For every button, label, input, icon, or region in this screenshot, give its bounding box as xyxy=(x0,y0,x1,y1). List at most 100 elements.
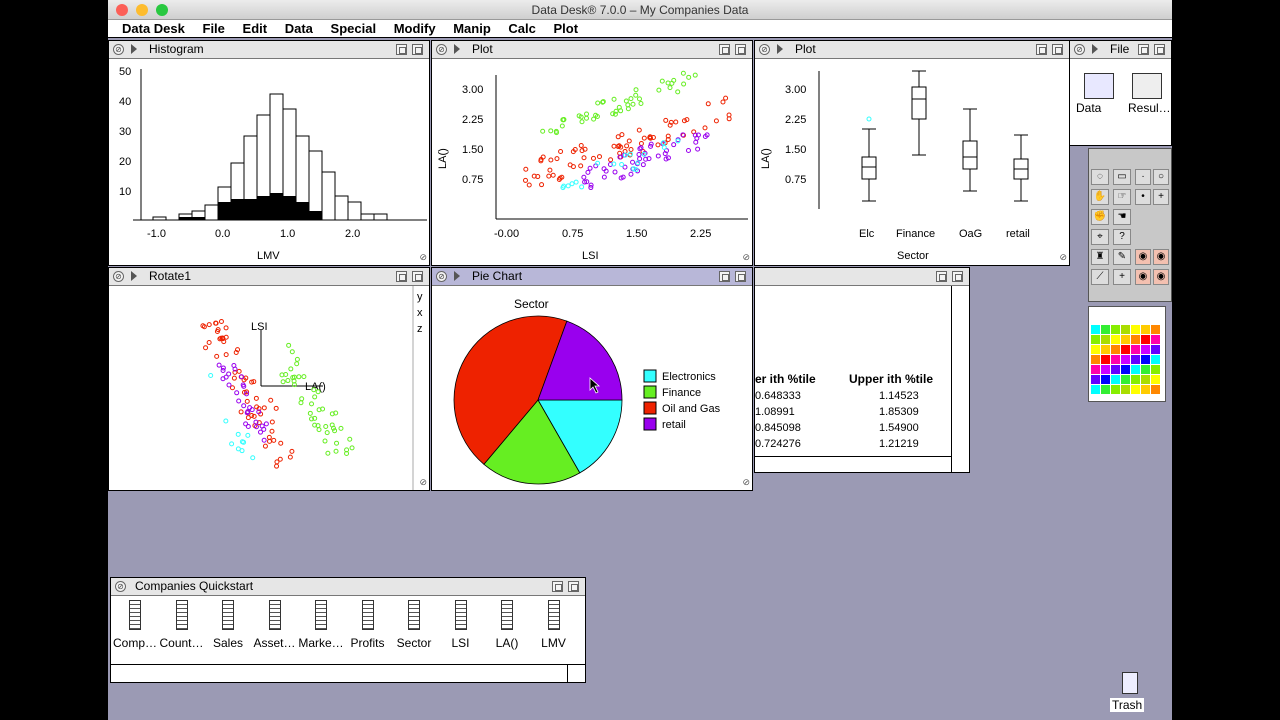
close-box-icon[interactable]: ⊘ xyxy=(436,44,447,55)
color-swatch[interactable] xyxy=(1091,345,1100,354)
color-swatch[interactable] xyxy=(1101,355,1110,364)
menu-data[interactable]: Data xyxy=(284,21,313,36)
percentile-table-window[interactable]: er ith %tile Upper ith %tile 0.648333 1.1… xyxy=(754,267,970,473)
close-box-icon[interactable]: ⊘ xyxy=(113,44,124,55)
color-swatch[interactable] xyxy=(1121,365,1130,374)
results-folder-icon[interactable] xyxy=(1132,73,1162,99)
color-swatch[interactable] xyxy=(1121,375,1130,384)
rotate-window[interactable]: ⊘ Rotate1 LSI LA() y x z ⊘ xyxy=(108,267,430,491)
lasso-tool-icon[interactable]: ◌ xyxy=(1091,169,1109,185)
dot-symbol-icon[interactable]: • xyxy=(1135,189,1151,205)
color-swatch[interactable] xyxy=(1101,365,1110,374)
variable-icon[interactable]: Marke… xyxy=(297,600,345,650)
variable-icon[interactable]: Sales xyxy=(204,600,252,650)
variable-icon[interactable]: Asset… xyxy=(251,600,299,650)
resize-handle-icon[interactable]: ⊘ xyxy=(742,252,750,262)
color-swatch[interactable] xyxy=(1101,335,1110,344)
zoom-box-icon[interactable] xyxy=(568,581,579,592)
collapse-box-icon[interactable] xyxy=(1138,44,1149,55)
hand-tool-icon[interactable]: ✋ xyxy=(1091,189,1109,205)
color-swatch[interactable] xyxy=(1091,325,1100,334)
collapse-box-icon[interactable] xyxy=(396,44,407,55)
circle-symbol-icon[interactable]: ○ xyxy=(1153,169,1169,185)
histogram-plot[interactable]: 50 40 30 20 10 -1.0 0.0 1.0 2.0 LMV xyxy=(109,59,430,266)
zoom-window-icon[interactable] xyxy=(156,4,168,16)
close-box-icon[interactable]: ⊘ xyxy=(115,581,126,592)
color-swatch[interactable] xyxy=(1121,325,1130,334)
scatter-plot-window[interactable]: ⊘ Plot 3.00 2.25 1.50 0.75 LA() -0.00 0.… xyxy=(431,40,753,266)
color-swatch[interactable] xyxy=(1151,325,1160,334)
histogram-bar[interactable] xyxy=(360,213,375,221)
histogram-titlebar[interactable]: ⊘ Histogram xyxy=(109,41,429,59)
collapse-box-icon[interactable] xyxy=(552,581,563,592)
color-swatch[interactable] xyxy=(1101,345,1110,354)
close-box-icon[interactable]: ⊘ xyxy=(1074,44,1085,55)
scatter-titlebar[interactable]: ⊘ Plot xyxy=(432,41,752,59)
color-swatch[interactable] xyxy=(1111,365,1120,374)
pie-slice[interactable] xyxy=(537,399,623,474)
color-swatch[interactable] xyxy=(1111,385,1120,394)
plus-tool-icon[interactable]: + xyxy=(1113,269,1131,285)
quickstart-window[interactable]: ⊘ Companies Quickstart Comp… Count… Sales A… xyxy=(110,577,586,683)
plus-symbol-icon[interactable]: + xyxy=(1153,189,1169,205)
color-swatch[interactable] xyxy=(1101,375,1110,384)
triangle-menu-icon[interactable] xyxy=(454,44,460,54)
color-swatch[interactable] xyxy=(1141,335,1150,344)
file-titlebar[interactable]: ⊘ File xyxy=(1070,41,1171,59)
close-box-icon[interactable]: ⊘ xyxy=(436,271,447,282)
menu-edit[interactable]: Edit xyxy=(242,21,268,36)
color-swatch[interactable] xyxy=(1091,335,1100,344)
menu-special[interactable]: Special xyxy=(330,21,377,36)
color-swatch[interactable] xyxy=(1111,375,1120,384)
triangle-menu-icon[interactable] xyxy=(131,271,137,281)
color-swatch[interactable] xyxy=(1151,365,1160,374)
color-swatch[interactable] xyxy=(1121,385,1130,394)
close-box-icon[interactable]: ⊘ xyxy=(759,44,770,55)
color-swatch[interactable] xyxy=(1151,335,1160,344)
color-swatch[interactable] xyxy=(1151,375,1160,384)
pie-titlebar[interactable]: ⊘ Pie Chart xyxy=(432,268,752,286)
box-plot[interactable]: 3.00 2.25 1.50 0.75 LA() Elc Finance OaG… xyxy=(755,59,1070,266)
file-window[interactable]: ⊘ File Data Resul… xyxy=(1069,40,1172,146)
histogram-bar[interactable] xyxy=(308,150,323,221)
box[interactable] xyxy=(962,140,978,170)
histogram-bar-selected[interactable] xyxy=(309,211,322,220)
brush-color-icon[interactable]: ◉ xyxy=(1135,269,1151,285)
close-window-icon[interactable] xyxy=(116,4,128,16)
color-swatch[interactable] xyxy=(1141,345,1150,354)
box[interactable] xyxy=(861,156,877,180)
histogram-bar-selected[interactable] xyxy=(179,217,192,220)
color-swatch[interactable] xyxy=(1131,325,1140,334)
color-palette[interactable] xyxy=(1088,306,1166,402)
resize-handle-icon[interactable]: ⊘ xyxy=(742,477,750,487)
histogram-window[interactable]: ⊘ Histogram 50 40 30 20 10 -1.0 0.0 1.0 … xyxy=(108,40,430,266)
color-swatch[interactable] xyxy=(1101,385,1110,394)
variable-icon[interactable]: Count… xyxy=(158,600,206,650)
collapse-box-icon[interactable] xyxy=(936,271,947,282)
zoom-box-icon[interactable] xyxy=(1052,44,1063,55)
zoom-box-icon[interactable] xyxy=(412,44,423,55)
histogram-bar[interactable] xyxy=(373,213,388,221)
color-swatch[interactable] xyxy=(1151,355,1160,364)
histogram-bar[interactable] xyxy=(152,216,167,221)
zoom-box-icon[interactable] xyxy=(1154,44,1165,55)
trash-icon[interactable] xyxy=(1122,672,1138,694)
brush-color-icon[interactable]: ◉ xyxy=(1135,249,1151,265)
histogram-bar-selected[interactable] xyxy=(296,202,309,220)
table-titlebar[interactable] xyxy=(755,268,969,286)
color-swatch[interactable] xyxy=(1131,345,1140,354)
histogram-bar-selected[interactable] xyxy=(244,199,257,220)
color-swatch[interactable] xyxy=(1121,355,1130,364)
line-tool-icon[interactable]: ⟋ xyxy=(1091,269,1109,285)
color-swatch[interactable] xyxy=(1091,355,1100,364)
collapse-box-icon[interactable] xyxy=(719,271,730,282)
boxplot-window[interactable]: ⊘ Plot 3.00 2.25 1.50 0.75 LA() Elc Fina… xyxy=(754,40,1070,266)
variable-icon[interactable]: Comp… xyxy=(111,600,159,650)
color-swatch[interactable] xyxy=(1131,365,1140,374)
histogram-bar[interactable] xyxy=(321,171,336,221)
histogram-bar-selected[interactable] xyxy=(257,196,270,220)
menu-plot[interactable]: Plot xyxy=(553,21,579,36)
resize-handle-icon[interactable]: ⊘ xyxy=(419,477,427,487)
quickstart-titlebar[interactable]: ⊘ Companies Quickstart xyxy=(111,578,585,596)
menu-data-desk[interactable]: Data Desk xyxy=(122,21,185,36)
